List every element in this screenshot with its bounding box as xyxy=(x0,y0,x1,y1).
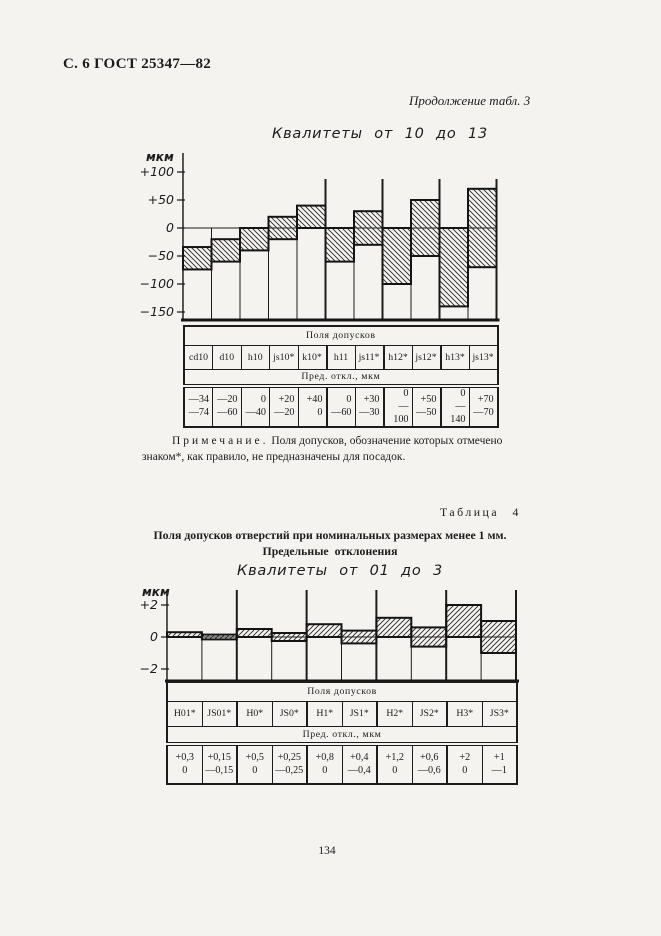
y-tick-label: 0 xyxy=(166,220,174,235)
tolerance-field-name-cell: k10* xyxy=(297,344,328,370)
tolerance-field-name-cell: H2* xyxy=(376,700,413,727)
deviation-value-cell: +0,15 —0,15 xyxy=(201,743,238,785)
deviation-value-cell: —34 —74 xyxy=(183,385,213,428)
tolerance-field-name-cell: js13* xyxy=(468,344,499,370)
tolerance-table-kvalitet-10-13: Поля допусков cd10 d10 h10 js10* k10* h11 js11*… xyxy=(183,325,499,429)
tolerance-field-name-cell: cd10 xyxy=(183,344,213,370)
footnote-label: Примечание. xyxy=(172,435,269,447)
deviation-value-cell: —20 —60 xyxy=(212,385,242,428)
table4-heading: Поля допусков отверстий при номинальных … xyxy=(135,528,525,559)
deviation-header-cell: Пред. откл., мкм xyxy=(166,725,518,746)
deviation-value-cell: +0,25 —0,25 xyxy=(271,743,308,785)
tolerance-field-name-cell: H3* xyxy=(446,700,483,727)
tolerance-zone-bar-JS2 xyxy=(410,626,448,648)
y-tick-label: −2 xyxy=(140,661,158,676)
tolerance-field-name-cell: h12* xyxy=(383,344,413,370)
tolerance-zone-bar-H0 xyxy=(235,628,273,638)
tolerance-zone-bar-H01 xyxy=(166,631,203,639)
tolerance-zone-bar-js12 xyxy=(410,199,441,257)
tolerance-field-name-cell: h10 xyxy=(240,344,270,370)
deviation-value-cell: +0,6 —0,6 xyxy=(411,743,448,785)
tolerance-field-name-cell: H0* xyxy=(236,700,273,727)
tolerance-chart-kvalitet-01-3: +2 0 −2 мкм xyxy=(140,585,519,683)
tolerance-field-name-cell: h11 xyxy=(326,344,356,370)
fields-header-cell: Поля допусков xyxy=(183,325,499,346)
deviation-value-cell: +1 —1 xyxy=(481,743,518,785)
deviation-value-cell: +70 —70 xyxy=(468,385,499,428)
tolerance-zone-bar-js10 xyxy=(267,215,298,241)
tolerance-zone-bar-d10 xyxy=(210,238,241,263)
tolerance-field-name-cell: H1* xyxy=(306,700,343,727)
deviation-value-cell: 0 —60 xyxy=(326,385,356,428)
table4-heading-line1: Поля допусков отверстий при номинальных … xyxy=(153,528,507,542)
y-tick-label: −150 xyxy=(140,304,174,319)
y-axis-unit-label: мкм xyxy=(142,585,170,599)
tolerance-field-name-cell: JS3* xyxy=(481,700,518,727)
tolerance-field-name-cell: js11* xyxy=(354,344,385,370)
table4-heading-line2: Предельные отклонения xyxy=(262,543,398,558)
y-tick-label: +100 xyxy=(140,164,174,179)
tolerance-field-name-cell: d10 xyxy=(212,344,242,370)
tolerance-field-name-cell: H01* xyxy=(166,700,203,727)
tolerance-zone-bar-H1 xyxy=(305,623,343,639)
table4-label: Таблица 4 xyxy=(440,505,521,519)
deviation-value-cell: +20 —20 xyxy=(269,385,299,428)
deviation-header-cell: Пред. откл., мкм xyxy=(183,368,499,388)
page-number: 134 xyxy=(318,845,336,857)
tolerance-zone-bar-h11 xyxy=(324,227,355,263)
deviation-value-cell: +1,2 0 xyxy=(376,743,413,785)
tolerance-zone-bar-k10 xyxy=(296,204,327,229)
tolerance-zone-bar-cd10 xyxy=(182,246,213,271)
y-tick-label: −100 xyxy=(140,276,174,291)
document-header: С. 6 ГОСТ 25347—82 xyxy=(63,56,212,72)
deviation-value-cell: +2 0 xyxy=(446,743,483,785)
deviation-value-cell: 0 —140 xyxy=(440,385,470,428)
y-tick-label: −50 xyxy=(148,248,174,263)
tolerance-zone-bar-H2 xyxy=(375,616,413,638)
deviation-value-cell: +50 —50 xyxy=(411,385,442,428)
tolerance-zone-bar-JS01 xyxy=(200,633,238,641)
deviation-value-cell: +40 0 xyxy=(297,385,328,428)
y-axis-unit-label: мкм xyxy=(146,150,174,164)
deviation-value-cell: +0,8 0 xyxy=(306,743,343,785)
tolerance-field-name-cell: JS01* xyxy=(201,700,238,727)
tolerance-zone-bar-h12 xyxy=(381,227,412,285)
deviation-value-cell: 0 —100 xyxy=(383,385,413,428)
fields-header-cell: Поля допусков xyxy=(166,681,518,702)
deviation-value-cell: +0,3 0 xyxy=(166,743,203,785)
deviation-value-cell: 0 —40 xyxy=(240,385,270,428)
deviation-value-cell: +30 —30 xyxy=(354,385,385,428)
tolerance-field-name-cell: JS1* xyxy=(341,700,378,727)
tolerance-field-name-cell: js10* xyxy=(269,344,299,370)
tolerance-table-kvalitet-01-3: Поля допусков H01* JS01* H0* JS0* H1* JS1* H2* J… xyxy=(166,681,519,785)
tolerance-zone-bar-h13 xyxy=(438,227,469,308)
tolerance-zone-bar-js11 xyxy=(353,210,384,246)
chart1-title: Квалитеты от 10 до 13 xyxy=(271,126,489,142)
footnote-text: Поля допусков, обозначение которых отмеч… xyxy=(142,435,503,464)
tolerance-field-name-cell: js12* xyxy=(411,344,442,370)
deviation-value-cell: +0,5 0 xyxy=(236,743,273,785)
chart2-title: Квалитеты от 01 до 3 xyxy=(236,563,443,579)
tolerance-zone-bar-H3 xyxy=(445,604,483,638)
tolerance-zone-bar-h10 xyxy=(239,227,270,252)
y-tick-label: 0 xyxy=(150,629,158,644)
tolerance-field-name-cell: h13* xyxy=(440,344,470,370)
y-tick-label: +50 xyxy=(148,192,174,207)
deviation-value-cell: +0,4 —0,4 xyxy=(341,743,378,785)
tolerance-zone-bar-JS1 xyxy=(340,629,378,645)
footnote: Примечание. Поля допусков, обозначение к… xyxy=(142,433,538,466)
tolerance-zone-bar-js13 xyxy=(467,187,498,269)
tolerance-field-name-cell: JS0* xyxy=(271,700,308,727)
tolerance-chart-kvalitet-10-13: +100 +50 0 −50 −100 −150 мкм xyxy=(140,150,500,322)
tolerance-zone-bar-JS3 xyxy=(480,620,518,654)
tolerance-zone-bar-JS0 xyxy=(270,632,308,642)
table-continuation-note: Продолжение табл. 3 xyxy=(409,93,531,108)
tolerance-field-name-cell: JS2* xyxy=(411,700,448,727)
y-tick-label: +2 xyxy=(140,597,158,612)
